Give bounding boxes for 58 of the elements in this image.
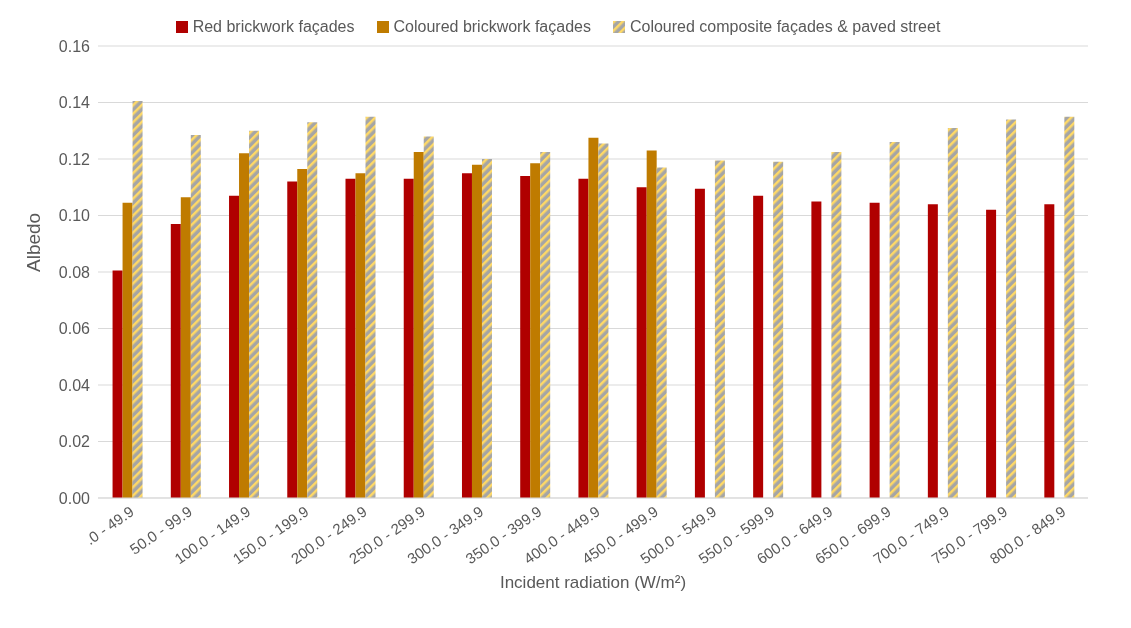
bar bbox=[461, 173, 472, 498]
bar bbox=[239, 153, 250, 498]
bar bbox=[307, 122, 318, 498]
bar bbox=[481, 159, 492, 498]
bar bbox=[297, 168, 308, 498]
bar bbox=[714, 160, 725, 498]
bar bbox=[423, 136, 434, 498]
bar bbox=[540, 151, 551, 498]
bar bbox=[869, 202, 880, 498]
bar bbox=[1044, 204, 1055, 498]
bar bbox=[986, 209, 997, 498]
bar bbox=[112, 270, 123, 498]
bar bbox=[588, 137, 599, 498]
bar bbox=[578, 178, 589, 498]
bar bbox=[889, 142, 900, 498]
bar bbox=[947, 127, 958, 498]
legend-label: Coloured composite façades & paved street bbox=[629, 18, 941, 36]
bar bbox=[287, 181, 298, 498]
bar bbox=[530, 163, 541, 498]
y-tick-label: 0.02 bbox=[58, 433, 91, 451]
y-tick-label: 0.14 bbox=[58, 94, 91, 112]
bar bbox=[656, 167, 667, 498]
bar bbox=[811, 201, 822, 498]
bar bbox=[249, 130, 260, 498]
bar bbox=[170, 223, 181, 498]
y-tick-label: 0.12 bbox=[58, 150, 91, 168]
bar bbox=[520, 175, 531, 498]
bar bbox=[365, 116, 376, 498]
y-axis-title: Albedo bbox=[22, 212, 44, 272]
bar bbox=[831, 151, 842, 498]
bar bbox=[1006, 119, 1017, 498]
bar bbox=[122, 202, 133, 498]
bar bbox=[345, 178, 356, 498]
bar bbox=[355, 173, 366, 498]
bar bbox=[598, 143, 609, 498]
bar bbox=[403, 178, 414, 498]
bar bbox=[190, 134, 201, 498]
bar bbox=[1064, 116, 1075, 498]
legend-label: Red brickwork façades bbox=[192, 18, 355, 36]
y-tick-label: 0.06 bbox=[58, 320, 91, 338]
bar bbox=[646, 150, 657, 498]
bar bbox=[753, 195, 764, 498]
y-tick-label: 0.04 bbox=[58, 376, 91, 394]
bar bbox=[694, 188, 705, 498]
bar bbox=[471, 164, 482, 498]
y-tick-label: 0.10 bbox=[58, 207, 91, 225]
y-tick-label: 0.00 bbox=[58, 489, 91, 507]
bar bbox=[413, 151, 424, 498]
bar bbox=[229, 195, 240, 498]
y-tick-label: 0.08 bbox=[58, 263, 91, 281]
y-tick-label: 0.16 bbox=[58, 37, 91, 55]
bar bbox=[927, 204, 938, 498]
bar bbox=[132, 101, 143, 498]
bar bbox=[636, 187, 647, 498]
bar bbox=[180, 197, 191, 498]
bar bbox=[773, 161, 784, 498]
x-axis-title: Incident radiation (W/m²) bbox=[499, 573, 687, 592]
legend-label: Coloured brickwork façades bbox=[393, 18, 591, 36]
